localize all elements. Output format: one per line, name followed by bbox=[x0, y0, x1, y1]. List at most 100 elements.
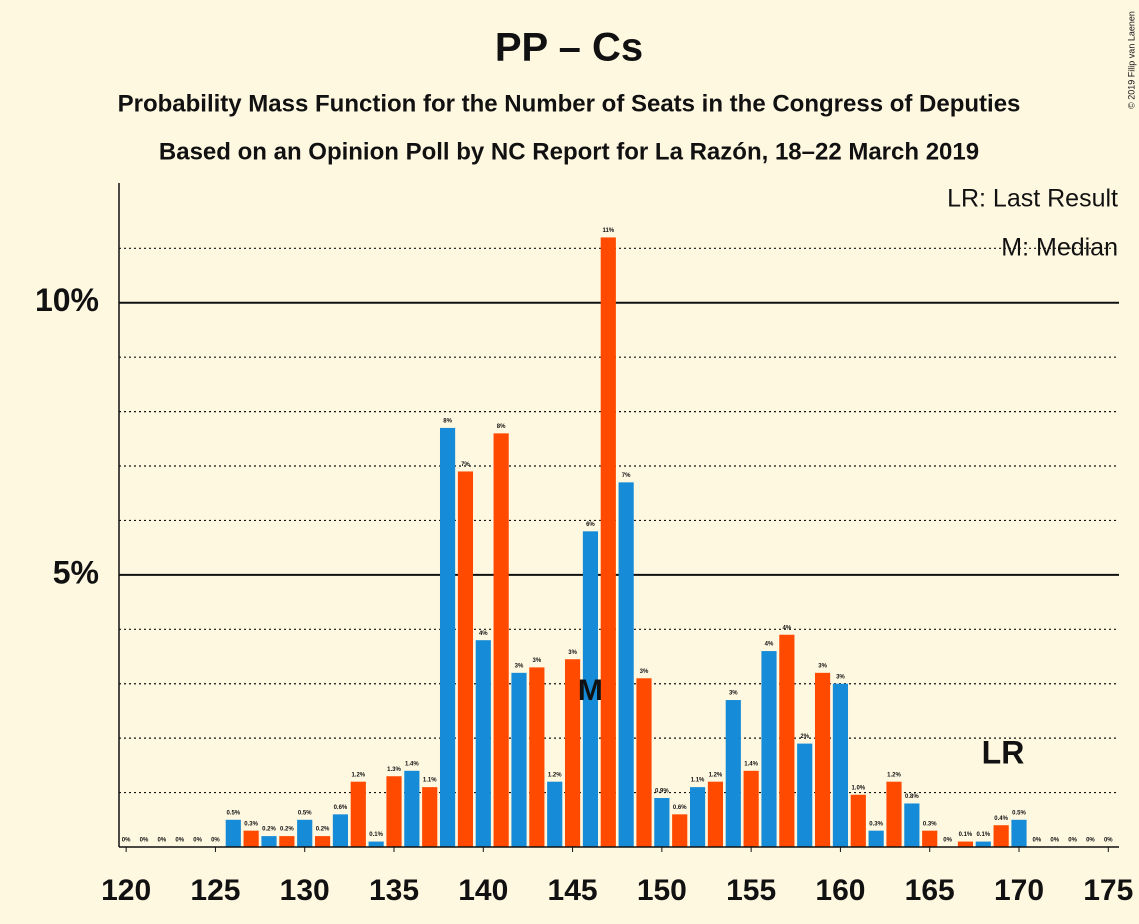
x-tick-label: 165 bbox=[905, 874, 955, 907]
value-label: 0% bbox=[140, 838, 149, 844]
value-label: 0.9% bbox=[655, 789, 669, 795]
x-tick-label: 150 bbox=[637, 874, 687, 907]
bar bbox=[743, 770, 759, 847]
bar bbox=[779, 634, 795, 847]
y-tick-label: 5% bbox=[53, 554, 99, 590]
value-label: 1.1% bbox=[691, 778, 705, 784]
bar bbox=[547, 781, 563, 847]
bar bbox=[600, 237, 616, 848]
value-label: 0.1% bbox=[369, 832, 383, 838]
bar bbox=[261, 836, 277, 847]
value-label: 0.2% bbox=[316, 827, 330, 833]
value-label: 3% bbox=[533, 658, 542, 664]
value-label: 3% bbox=[568, 650, 577, 656]
value-label: 0% bbox=[1050, 838, 1059, 844]
value-label: 0.5% bbox=[298, 810, 312, 816]
value-label: 0% bbox=[943, 838, 952, 844]
value-label: 0% bbox=[1068, 838, 1077, 844]
value-label: 1.2% bbox=[548, 772, 562, 778]
value-label: 0.6% bbox=[673, 805, 687, 811]
x-tick-label: 120 bbox=[101, 874, 151, 907]
value-label: 0.2% bbox=[280, 827, 294, 833]
bar bbox=[814, 672, 831, 847]
bar bbox=[850, 794, 866, 847]
x-tick-label: 140 bbox=[458, 874, 508, 907]
x-tick-label: 155 bbox=[726, 874, 776, 907]
bar bbox=[993, 825, 1009, 847]
value-label: 8% bbox=[443, 418, 452, 424]
legend-entry: M: Median bbox=[1001, 234, 1118, 262]
bar bbox=[564, 659, 581, 847]
value-label: 0.3% bbox=[869, 821, 883, 827]
bar bbox=[386, 776, 402, 847]
value-label: 0% bbox=[211, 838, 220, 844]
bar bbox=[886, 781, 902, 847]
x-tick-label: 145 bbox=[548, 874, 598, 907]
value-label: 3% bbox=[818, 663, 827, 669]
last-result-marker: LR bbox=[982, 734, 1025, 770]
x-tick-label: 125 bbox=[190, 874, 240, 907]
value-label: 1.4% bbox=[405, 761, 419, 767]
value-label: 4% bbox=[765, 642, 774, 648]
value-label: 0% bbox=[193, 838, 202, 844]
value-label: 11% bbox=[602, 228, 614, 234]
bar bbox=[1011, 819, 1027, 847]
bar bbox=[725, 700, 741, 847]
bar bbox=[922, 830, 938, 847]
bar bbox=[975, 841, 991, 847]
bar bbox=[761, 651, 777, 847]
bar bbox=[332, 814, 349, 847]
value-label: 7% bbox=[622, 473, 631, 479]
value-label: 0.2% bbox=[262, 827, 276, 833]
value-label: 0.5% bbox=[1012, 810, 1026, 816]
value-label: 3% bbox=[836, 674, 845, 680]
x-tick-label: 175 bbox=[1083, 874, 1133, 907]
value-label: 3% bbox=[515, 663, 524, 669]
value-label: 0.5% bbox=[226, 810, 240, 816]
bar bbox=[368, 841, 384, 847]
bar bbox=[618, 482, 634, 847]
bar bbox=[422, 787, 438, 847]
bar bbox=[904, 803, 920, 847]
value-label: 7% bbox=[461, 462, 470, 468]
value-label: 1.1% bbox=[423, 778, 437, 784]
chart-subtitle: Probability Mass Function for the Number… bbox=[118, 90, 1021, 117]
bar bbox=[957, 841, 974, 847]
bar bbox=[636, 678, 652, 847]
bar bbox=[314, 836, 331, 847]
copyright: © 2019 Filip van Laenen bbox=[1126, 11, 1136, 109]
x-tick-label: 170 bbox=[994, 874, 1044, 907]
value-label: 1.2% bbox=[709, 772, 723, 778]
value-label: 0.4% bbox=[994, 816, 1008, 822]
bar bbox=[225, 819, 241, 847]
bar bbox=[707, 781, 724, 847]
bar bbox=[654, 798, 670, 847]
bar bbox=[243, 830, 259, 847]
value-label: 0.8% bbox=[905, 794, 919, 800]
value-label: 1.2% bbox=[351, 772, 365, 778]
value-label: 1.4% bbox=[744, 761, 758, 767]
bar bbox=[511, 672, 527, 847]
value-label: 0.6% bbox=[334, 805, 348, 811]
value-label: 0.1% bbox=[976, 832, 990, 838]
value-label: 0% bbox=[158, 838, 167, 844]
bar bbox=[457, 471, 474, 847]
value-label: 0% bbox=[1033, 838, 1042, 844]
bar bbox=[582, 531, 599, 847]
bar bbox=[868, 830, 884, 847]
value-label: 8% bbox=[497, 424, 506, 430]
bar bbox=[529, 667, 545, 847]
bar bbox=[493, 433, 509, 847]
bar bbox=[404, 770, 420, 847]
x-tick-label: 160 bbox=[815, 874, 865, 907]
bar bbox=[350, 781, 366, 847]
legend-entry: LR: Last Result bbox=[947, 185, 1118, 213]
value-label: 0% bbox=[175, 838, 184, 844]
value-label: 0% bbox=[1086, 838, 1095, 844]
value-label: 3% bbox=[729, 691, 738, 697]
bar bbox=[439, 427, 456, 847]
value-label: 0% bbox=[122, 838, 131, 844]
value-label: 1.2% bbox=[887, 772, 901, 778]
bar bbox=[297, 819, 313, 847]
bar bbox=[689, 787, 706, 847]
